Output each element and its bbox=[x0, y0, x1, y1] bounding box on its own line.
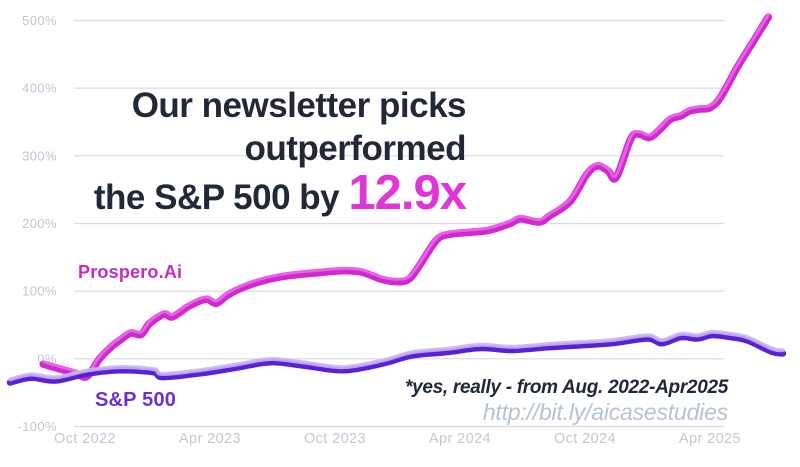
x-axis-tick-label: Apr 2024 bbox=[429, 431, 491, 447]
title-line-3-text: the S&P 500 by bbox=[93, 178, 349, 217]
y-axis-tick-label: 400% bbox=[22, 81, 57, 96]
y-axis-tick-label: 500% bbox=[22, 13, 57, 28]
prospero-line-highlight bbox=[41, 13, 770, 377]
footnote-text: *yes, really - from Aug. 2022-Apr2025 bbox=[405, 377, 728, 398]
x-axis-tick-label: Apr 2023 bbox=[179, 431, 241, 447]
x-axis-tick-label: Apr 2025 bbox=[679, 431, 741, 447]
title-line-3: the S&P 500 by 12.9x bbox=[93, 169, 467, 221]
title-line-1: Our newsletter picks bbox=[131, 86, 467, 125]
y-axis-tick-label: 200% bbox=[22, 216, 57, 231]
chart-title: Our newsletter picks outperformed the S&… bbox=[93, 84, 467, 221]
sp500-series-label: S&P 500 bbox=[95, 389, 177, 411]
sp500-line bbox=[6, 331, 787, 386]
y-axis-tick-label: -100% bbox=[17, 419, 57, 434]
title-line-2: outperformed bbox=[244, 129, 467, 168]
sp500-line-highlight bbox=[8, 329, 785, 382]
prospero-series-label: Prospero.Ai bbox=[78, 262, 183, 282]
y-axis-tick-label: 100% bbox=[22, 284, 57, 299]
x-axis-tick-label: Oct 2024 bbox=[554, 431, 616, 447]
case-studies-url: http://bit.ly/aicasestudies bbox=[482, 399, 728, 425]
x-axis-tick-label: Oct 2022 bbox=[54, 431, 116, 447]
outperformance-multiplier: 12.9x bbox=[348, 166, 467, 220]
y-axis-tick-label: 300% bbox=[22, 148, 57, 163]
x-axis-tick-label: Oct 2023 bbox=[304, 431, 366, 447]
